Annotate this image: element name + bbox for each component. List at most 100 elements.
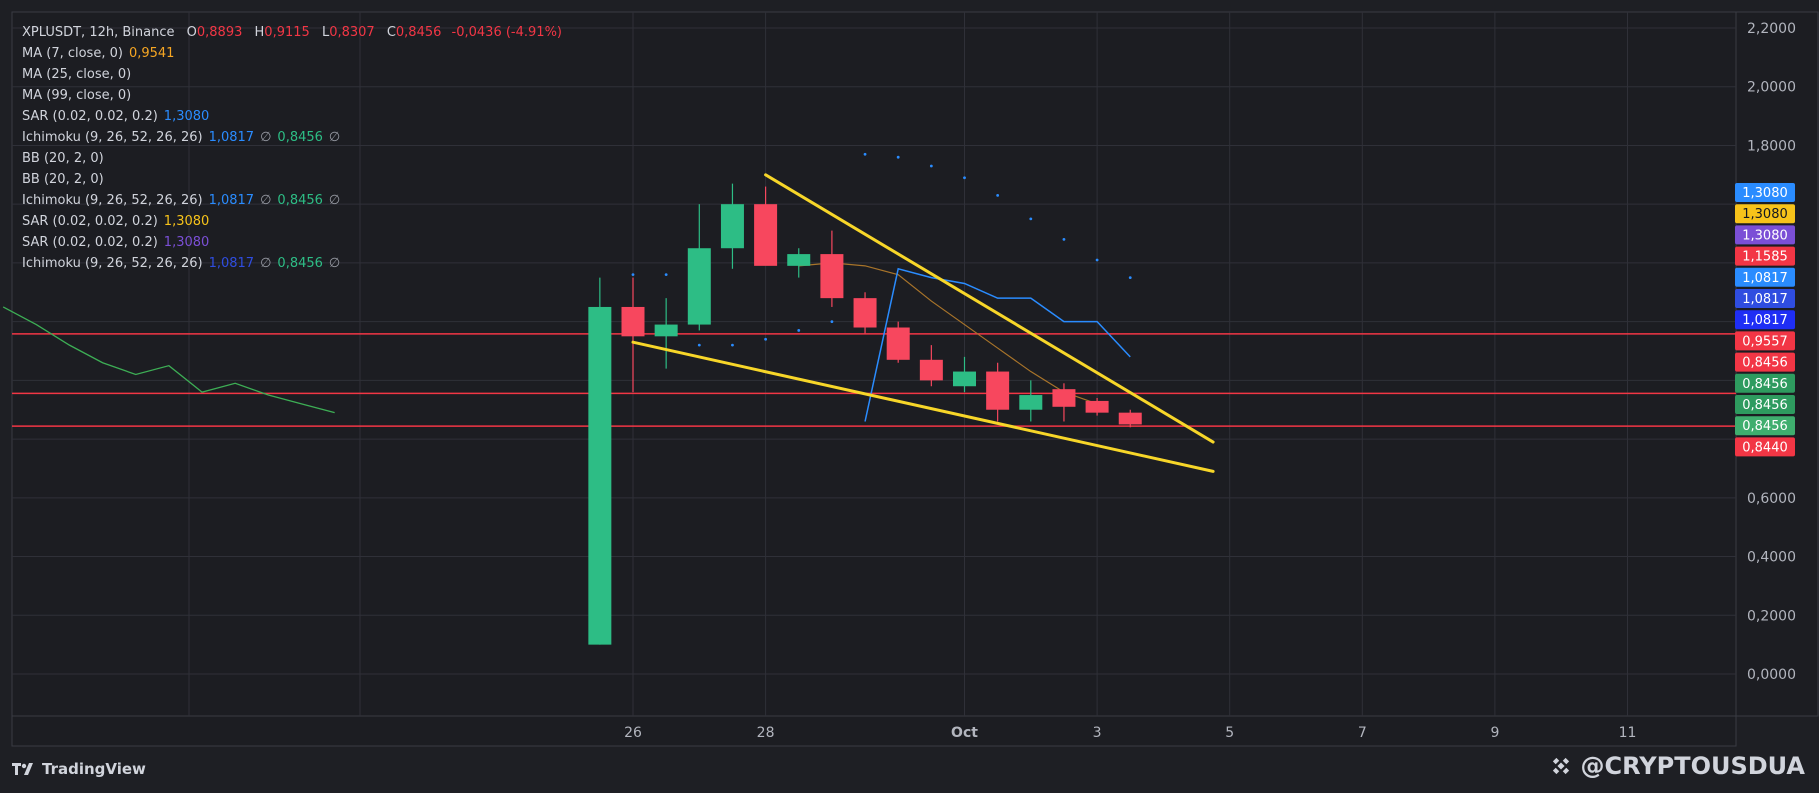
- candle: [1085, 397, 1109, 416]
- candle: [654, 298, 678, 369]
- sar-dot: [896, 155, 900, 159]
- sar-dot: [797, 329, 801, 332]
- price-tick-label: 2,2000: [1747, 21, 1796, 37]
- candle: [787, 248, 811, 278]
- price-tick-label: 0,6000: [1747, 491, 1796, 507]
- indicator-row[interactable]: Ichimoku (9, 26, 52, 26, 26) 1,0817 ∅ 0,845…: [22, 190, 562, 211]
- close-value: 0,8456: [395, 25, 442, 40]
- price-tick-label: 0,2000: [1747, 608, 1796, 624]
- candle: [621, 277, 645, 393]
- price-badge-label: 1,3080: [1742, 186, 1788, 201]
- price-badge: 1,3080: [1735, 225, 1795, 245]
- sar-dot: [996, 193, 1000, 197]
- candle-body: [1085, 400, 1109, 413]
- sar-dot: [764, 337, 767, 341]
- candle-body: [687, 248, 711, 325]
- price-tick-label: 0,4000: [1747, 550, 1796, 566]
- price-badge-bg: [1735, 395, 1795, 414]
- price-badge-bg: [1735, 289, 1795, 308]
- high-key: H: [254, 25, 265, 40]
- price-badge: 0,9557: [1735, 331, 1795, 351]
- indicator-row[interactable]: BB (20, 2, 0): [22, 148, 562, 169]
- indicator-row[interactable]: MA (25, close, 0): [22, 64, 562, 85]
- price-badge: 0,8440: [1735, 437, 1795, 457]
- indicator-value: ∅: [328, 193, 341, 208]
- sar-dot: [1128, 276, 1132, 279]
- price-badge-label: 1,0817: [1742, 271, 1788, 286]
- indicator-value: ∅: [328, 130, 341, 145]
- indicator-value: 0,8456: [277, 130, 323, 145]
- watermark: @CRYPTOUSDUA: [1548, 752, 1805, 780]
- candle: [853, 292, 877, 334]
- ichimoku-line: [864, 267, 1131, 422]
- time-tick-label: 7: [1358, 725, 1367, 741]
- indicator-row[interactable]: SAR (0.02, 0.02, 0.2) 1,3080: [22, 211, 562, 232]
- tradingview-brand[interactable]: TradingView: [12, 760, 146, 778]
- indicator-value: 1,3080: [163, 214, 210, 229]
- price-badge: 1,0817: [1735, 267, 1795, 287]
- price-axis-badges: 1,3080 1,3080 1,3080 1,1585 1,0817 1,0817 1,08…: [1735, 183, 1795, 457]
- indicator-row[interactable]: Ichimoku (9, 26, 52, 26, 26) 1,0817 ∅ 0,845…: [22, 127, 562, 148]
- candle-body: [754, 204, 778, 266]
- indicator-row[interactable]: SAR (0.02, 0.02, 0.2) 1,3080: [22, 232, 562, 253]
- price-badge: 1,3080: [1735, 183, 1795, 202]
- indicator-row[interactable]: Ichimoku (9, 26, 52, 26, 26) 1,0817 ∅ 0,845…: [22, 253, 562, 274]
- candle-body: [853, 298, 877, 328]
- ohlc-values: O0,8893 H0,9115 L0,8307 C0,8456 -0,0436 …: [179, 25, 562, 40]
- indicator-row[interactable]: MA (99, close, 0): [22, 85, 562, 106]
- price-axis-labels: 2,2000 2,0000 1,8000 0,6000 0,4000 0,2000 0,00…: [1747, 21, 1796, 683]
- price-tick-label: 1,8000: [1747, 138, 1796, 154]
- indicator-label: SAR (0.02, 0.02, 0.2): [22, 235, 158, 250]
- price-badge-bg: [1735, 183, 1795, 202]
- time-tick-label: 11: [1619, 725, 1637, 741]
- indicator-label: SAR (0.02, 0.02, 0.2): [22, 109, 158, 124]
- candle-body: [919, 359, 943, 381]
- candles: [588, 183, 1142, 645]
- candle-body: [621, 306, 645, 337]
- price-badge-label: 1,1585: [1742, 250, 1788, 265]
- candle-body: [720, 204, 744, 249]
- sar-dot: [863, 152, 867, 156]
- sar-dot: [830, 320, 834, 324]
- indicator-row[interactable]: MA (7, close, 0) 0,9541: [22, 43, 562, 64]
- price-badge-bg: [1735, 225, 1795, 245]
- low-key: L: [321, 25, 330, 40]
- indicator-row[interactable]: BB (20, 2, 0): [22, 169, 562, 190]
- platform-name: TradingView: [42, 760, 146, 778]
- indicator-label: Ichimoku (9, 26, 52, 26, 26): [22, 130, 203, 145]
- candle: [1118, 409, 1142, 428]
- price-badge-label: 0,8456: [1742, 356, 1788, 371]
- candle-body: [886, 327, 910, 360]
- low-value: 0,8307: [329, 25, 375, 40]
- price-badge-label: 0,8456: [1742, 377, 1788, 392]
- time-axis-panel: [11, 715, 1737, 747]
- sar-dot: [631, 273, 635, 277]
- lagging-span-line: [2, 306, 335, 414]
- sar-dots: [631, 152, 1132, 347]
- sar-dot: [1062, 238, 1066, 241]
- candle: [919, 345, 943, 387]
- indicator-label: BB (20, 2, 0): [22, 151, 104, 166]
- price-badge-label: 0,8456: [1742, 398, 1788, 413]
- price-badge: 0,8456: [1735, 416, 1795, 436]
- candle: [754, 186, 778, 266]
- price-badge-label: 0,9557: [1742, 334, 1788, 349]
- price-badge-bg: [1735, 310, 1795, 330]
- price-badge-bg: [1735, 416, 1795, 436]
- indicator-row[interactable]: SAR (0.02, 0.02, 0.2) 1,3080: [22, 106, 562, 127]
- price-badge: 1,0817: [1735, 289, 1795, 308]
- indicator-label: Ichimoku (9, 26, 52, 26, 26): [22, 256, 203, 271]
- sar-dot: [1029, 217, 1033, 221]
- indicator-value: 1,3080: [163, 109, 210, 124]
- candle: [687, 204, 711, 331]
- candle-body: [1052, 389, 1076, 407]
- price-badge-bg: [1735, 437, 1795, 457]
- indicator-label: Ichimoku (9, 26, 52, 26, 26): [22, 193, 203, 208]
- symbol-label[interactable]: XPLUSDT, 12h, Binance: [22, 25, 175, 40]
- price-badge-label: 1,3080: [1742, 207, 1788, 222]
- candle-body: [787, 254, 811, 266]
- candle-body: [654, 324, 678, 337]
- wedge-trendline: [631, 340, 1215, 473]
- price-badge-label: 1,0817: [1742, 292, 1788, 307]
